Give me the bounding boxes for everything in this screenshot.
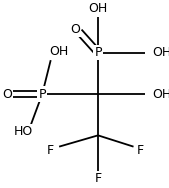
Text: P: P (39, 87, 46, 101)
Text: F: F (94, 172, 102, 185)
Text: OH: OH (153, 87, 169, 101)
Text: O: O (2, 87, 12, 101)
Text: P: P (94, 46, 102, 59)
Text: HO: HO (14, 125, 33, 138)
Text: F: F (137, 144, 144, 157)
Text: OH: OH (153, 46, 169, 59)
Text: F: F (47, 144, 54, 157)
Text: OH: OH (50, 45, 69, 58)
Text: O: O (70, 23, 80, 36)
Text: OH: OH (88, 2, 108, 15)
